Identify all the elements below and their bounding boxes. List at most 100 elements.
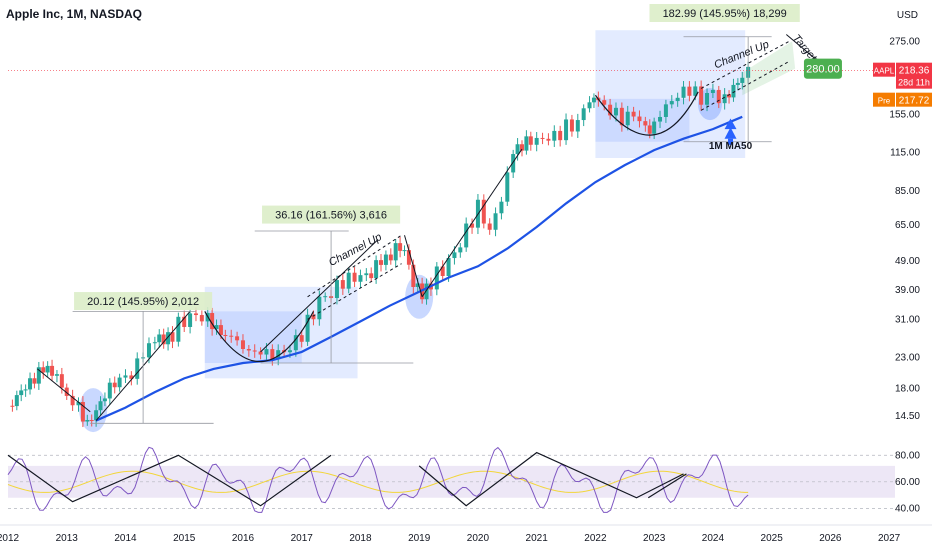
x-tick-label: 2014 [114, 533, 137, 544]
candle-body [393, 243, 398, 261]
candle-body [102, 398, 107, 402]
x-tick-label: 2013 [56, 533, 79, 544]
candle-body [710, 89, 715, 94]
candle-body [19, 390, 24, 396]
osc-tick-label: 40.00 [895, 503, 920, 514]
measure-label: 182.99 (145.95%) 18,299 [663, 8, 787, 20]
candle-body [32, 378, 37, 384]
candle-body [135, 358, 140, 379]
x-tick-label: 2015 [173, 533, 196, 544]
candle-body [270, 349, 275, 360]
trend-arrow [421, 148, 523, 298]
candle-body [647, 125, 652, 134]
candle-body [440, 266, 445, 277]
cup-curve [594, 91, 699, 136]
x-tick-label: 2017 [291, 533, 314, 544]
measure-label-bg [74, 292, 213, 311]
candle-body [625, 111, 630, 126]
candle-body [54, 374, 59, 376]
candle-body [317, 296, 322, 320]
measure-label: 36.16 (161.56%) 3,616 [275, 210, 387, 222]
candle-body [161, 334, 166, 345]
price-axis[interactable]: 275.00215.00155.00115.0085.0065.0049.003… [873, 36, 932, 422]
candle-body [552, 130, 557, 141]
candle-body [546, 138, 551, 141]
candle-body [658, 116, 663, 122]
candle-body [735, 82, 740, 85]
candle-body [364, 273, 369, 276]
osc-tick-label: 80.00 [895, 450, 920, 461]
ma-label: 1M MA50 [709, 141, 753, 152]
candle-body [681, 86, 686, 98]
candle-body [36, 367, 41, 384]
candle-body [505, 172, 510, 202]
candle-body [334, 280, 339, 299]
candle-body [434, 266, 439, 290]
candle-body [218, 325, 223, 335]
candle-body [424, 283, 429, 300]
candle-body [193, 313, 198, 316]
candle-body [293, 335, 298, 351]
candle-body [699, 86, 704, 105]
ma-arrow-head [724, 127, 737, 139]
trend-line [404, 235, 423, 297]
candle-body [540, 137, 545, 139]
candle-body [23, 389, 28, 391]
candle-body [519, 144, 524, 151]
candle-body [246, 348, 251, 351]
candle-body [493, 213, 498, 230]
target-zone [742, 41, 796, 96]
x-tick-label: 2023 [643, 533, 666, 544]
candle-body [602, 100, 607, 105]
candle-body [534, 137, 539, 145]
measure-label: 20.12 (145.95%) 2,012 [87, 296, 199, 308]
candle-body [669, 101, 674, 105]
x-tick-label: 2019 [408, 533, 431, 544]
candle-body [687, 86, 692, 96]
candle-body [663, 104, 668, 117]
candles-layer [10, 61, 751, 428]
candle-body [85, 419, 90, 422]
candle-body [188, 313, 193, 327]
candle-body [716, 89, 721, 104]
channel-line [700, 60, 790, 111]
y-tick-label: 65.00 [895, 220, 920, 231]
trend-line [260, 239, 379, 353]
last-price-value: 218.36 [899, 66, 930, 77]
candle-body [264, 349, 269, 355]
trend-line [37, 368, 91, 413]
x-tick-label: 2021 [526, 533, 549, 544]
measure-label-bg [649, 4, 800, 22]
channel-line [307, 234, 402, 298]
x-tick-label: 2022 [584, 533, 607, 544]
candle-body [258, 351, 263, 355]
osc-tick-label: 60.00 [895, 477, 920, 488]
ma50-layer [95, 115, 743, 422]
candle-body [587, 102, 592, 109]
osc-signal-line [7, 470, 749, 493]
candle-body [652, 121, 657, 134]
candle-body [731, 84, 736, 98]
y-tick-label: 275.00 [889, 36, 920, 47]
candle-body [235, 336, 240, 341]
oscillator-pane: 80.00 60.00 40.00 [7, 446, 920, 514]
candle-body [98, 401, 103, 411]
candle-body [50, 365, 55, 376]
measure-label-bg [262, 205, 401, 224]
target-badge [803, 58, 842, 79]
candle-body [305, 314, 310, 342]
x-tick-label: 2018 [349, 533, 372, 544]
y-tick-label: 155.00 [889, 109, 920, 120]
candle-body [722, 94, 727, 104]
candle-body [352, 272, 357, 282]
candle-body [28, 378, 33, 390]
candle-body [499, 201, 504, 214]
channel-line [307, 263, 402, 320]
last-price-tag [896, 62, 932, 89]
candle-body [740, 77, 745, 83]
candle-body [558, 130, 563, 141]
x-tick-label: 2027 [878, 533, 901, 544]
